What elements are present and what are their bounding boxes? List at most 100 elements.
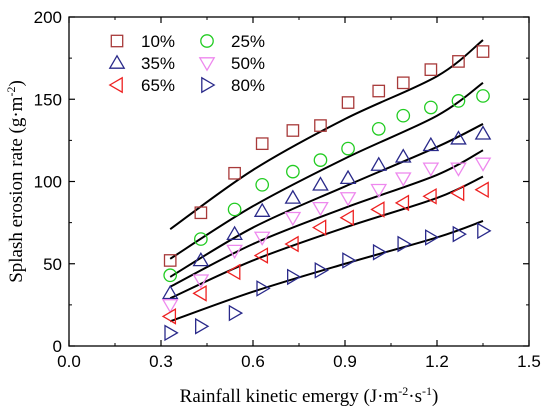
point-10pct <box>372 84 386 98</box>
point-25pct <box>451 94 466 108</box>
point-10pct <box>163 254 177 267</box>
x-tick-label: 0.6 <box>241 352 265 371</box>
point-65pct <box>339 209 354 227</box>
legend-label: 50% <box>231 54 265 73</box>
point-65pct <box>449 184 465 202</box>
point-25pct <box>424 100 438 115</box>
point-35pct <box>394 148 412 163</box>
point-25pct <box>371 122 386 136</box>
legend-marker-35pct <box>108 54 126 69</box>
point-50pct <box>253 231 271 246</box>
x-tick-label: 0.3 <box>149 352 173 371</box>
point-35pct <box>253 202 271 217</box>
point-80pct <box>425 229 440 246</box>
y-axis-title: Splash erosion rate (g·m-2) <box>4 80 27 283</box>
legend-label: 65% <box>141 76 175 95</box>
legend-label: 35% <box>141 54 175 73</box>
point-50pct <box>284 211 302 227</box>
legend-label: 25% <box>231 32 265 51</box>
legend-marker-25pct <box>200 34 214 48</box>
point-35pct <box>422 136 440 152</box>
point-80pct <box>342 252 357 269</box>
point-35pct <box>312 176 329 191</box>
fit-line-25pct <box>169 81 484 260</box>
point-35pct <box>370 156 388 171</box>
x-tick-label: 0.9 <box>333 352 357 371</box>
legend-marker-10pct <box>110 34 124 48</box>
y-tick-label: 0 <box>53 337 62 356</box>
point-65pct <box>311 219 327 236</box>
legend-marker-65pct <box>108 76 123 94</box>
point-65pct <box>370 201 385 218</box>
point-35pct <box>161 284 179 300</box>
y-tick-label: 200 <box>34 8 62 27</box>
legend-label: 80% <box>231 76 265 95</box>
point-25pct <box>313 153 328 167</box>
point-10pct <box>286 124 300 137</box>
legend-marker-80pct <box>201 76 216 94</box>
point-65pct <box>161 308 177 325</box>
point-65pct <box>226 263 241 281</box>
point-50pct <box>226 244 243 260</box>
point-25pct <box>227 202 242 217</box>
point-35pct <box>450 130 467 145</box>
point-50pct <box>370 183 388 199</box>
point-65pct <box>253 247 269 264</box>
point-80pct <box>287 268 302 286</box>
point-10pct <box>424 63 438 76</box>
point-35pct <box>226 225 243 240</box>
point-80pct <box>372 243 388 261</box>
point-25pct <box>194 232 208 246</box>
point-65pct <box>474 181 489 199</box>
point-10pct <box>396 76 410 90</box>
point-80pct <box>256 280 271 297</box>
x-tick-label: 0.0 <box>57 352 81 371</box>
legend-marker-50pct <box>198 57 216 72</box>
point-10pct <box>314 119 327 132</box>
fit-line-80pct <box>169 220 484 323</box>
y-tick-label: 50 <box>43 255 62 274</box>
plot-area <box>161 39 492 342</box>
point-50pct <box>192 274 210 289</box>
axes: 0.0 0.3 0.6 0.9 1.2 1.5 0 50 100 150 200 <box>34 8 541 371</box>
point-65pct <box>284 235 299 253</box>
point-65pct <box>192 285 207 302</box>
point-65pct <box>394 194 410 212</box>
point-10pct <box>452 55 465 68</box>
legend-label: 10% <box>141 32 175 51</box>
fit-line-35pct <box>169 123 484 278</box>
x-tick-label: 1.2 <box>425 352 449 371</box>
point-35pct <box>474 125 492 140</box>
point-35pct <box>339 169 357 185</box>
point-10pct <box>341 96 355 109</box>
point-25pct <box>341 141 355 156</box>
point-25pct <box>163 268 178 283</box>
point-50pct <box>450 162 467 177</box>
point-80pct <box>477 222 492 240</box>
fit-line-10pct <box>169 39 484 231</box>
point-80pct <box>195 317 210 335</box>
point-25pct <box>396 108 411 123</box>
point-50pct <box>422 162 440 177</box>
point-10pct <box>194 206 208 220</box>
point-50pct <box>339 192 357 207</box>
point-25pct <box>476 89 490 103</box>
point-80pct <box>397 235 412 253</box>
point-65pct <box>422 187 437 205</box>
y-tick-label: 100 <box>34 173 62 192</box>
point-80pct <box>314 262 329 279</box>
point-10pct <box>476 45 490 58</box>
point-50pct <box>394 172 412 187</box>
legend: 10% 25% 35% 50% 65% 80% <box>108 32 265 95</box>
point-25pct <box>286 164 300 179</box>
fit-line-50pct <box>169 149 484 288</box>
y-tick-label: 150 <box>34 90 62 109</box>
point-50pct <box>312 201 329 217</box>
x-tick-label: 1.5 <box>517 352 541 371</box>
point-80pct <box>452 225 467 243</box>
point-35pct <box>192 251 210 267</box>
point-50pct <box>161 299 179 314</box>
point-25pct <box>255 177 270 192</box>
x-axis-title: Rainfall kinetic emergy (J·m-2·s-1) <box>180 384 439 407</box>
